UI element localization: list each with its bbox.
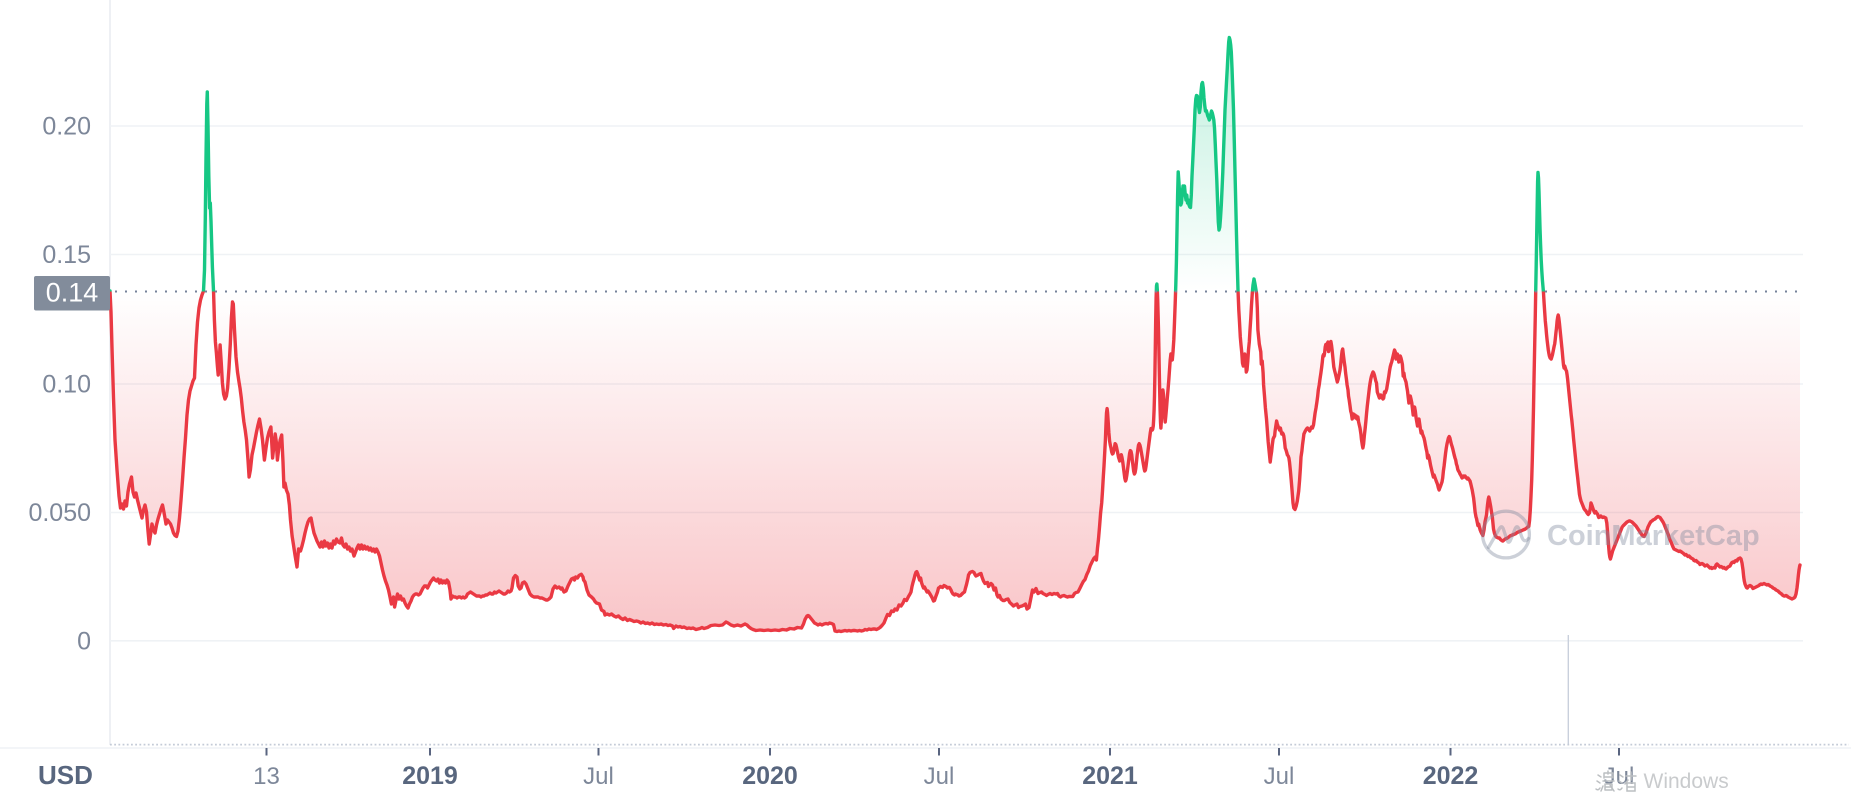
- svg-text:2022: 2022: [1423, 762, 1479, 790]
- svg-text:2019: 2019: [402, 762, 458, 790]
- svg-text:2020: 2020: [742, 762, 798, 790]
- svg-text:Windows: Windows: [1644, 770, 1729, 793]
- svg-text:Jul: Jul: [1264, 763, 1295, 790]
- svg-text:USD: USD: [38, 760, 93, 790]
- svg-text:13: 13: [253, 763, 280, 790]
- svg-text:0.10: 0.10: [42, 371, 91, 399]
- svg-text:0.20: 0.20: [42, 113, 91, 141]
- svg-text:Jul: Jul: [583, 763, 614, 790]
- svg-text:Jul: Jul: [924, 763, 955, 790]
- svg-text:0.050: 0.050: [28, 499, 91, 527]
- svg-text:0.14: 0.14: [46, 278, 99, 308]
- svg-text:0: 0: [77, 627, 91, 655]
- svg-text:2021: 2021: [1082, 762, 1138, 790]
- svg-text:CoinMarketCap: CoinMarketCap: [1547, 520, 1760, 552]
- svg-text:0.15: 0.15: [42, 241, 91, 269]
